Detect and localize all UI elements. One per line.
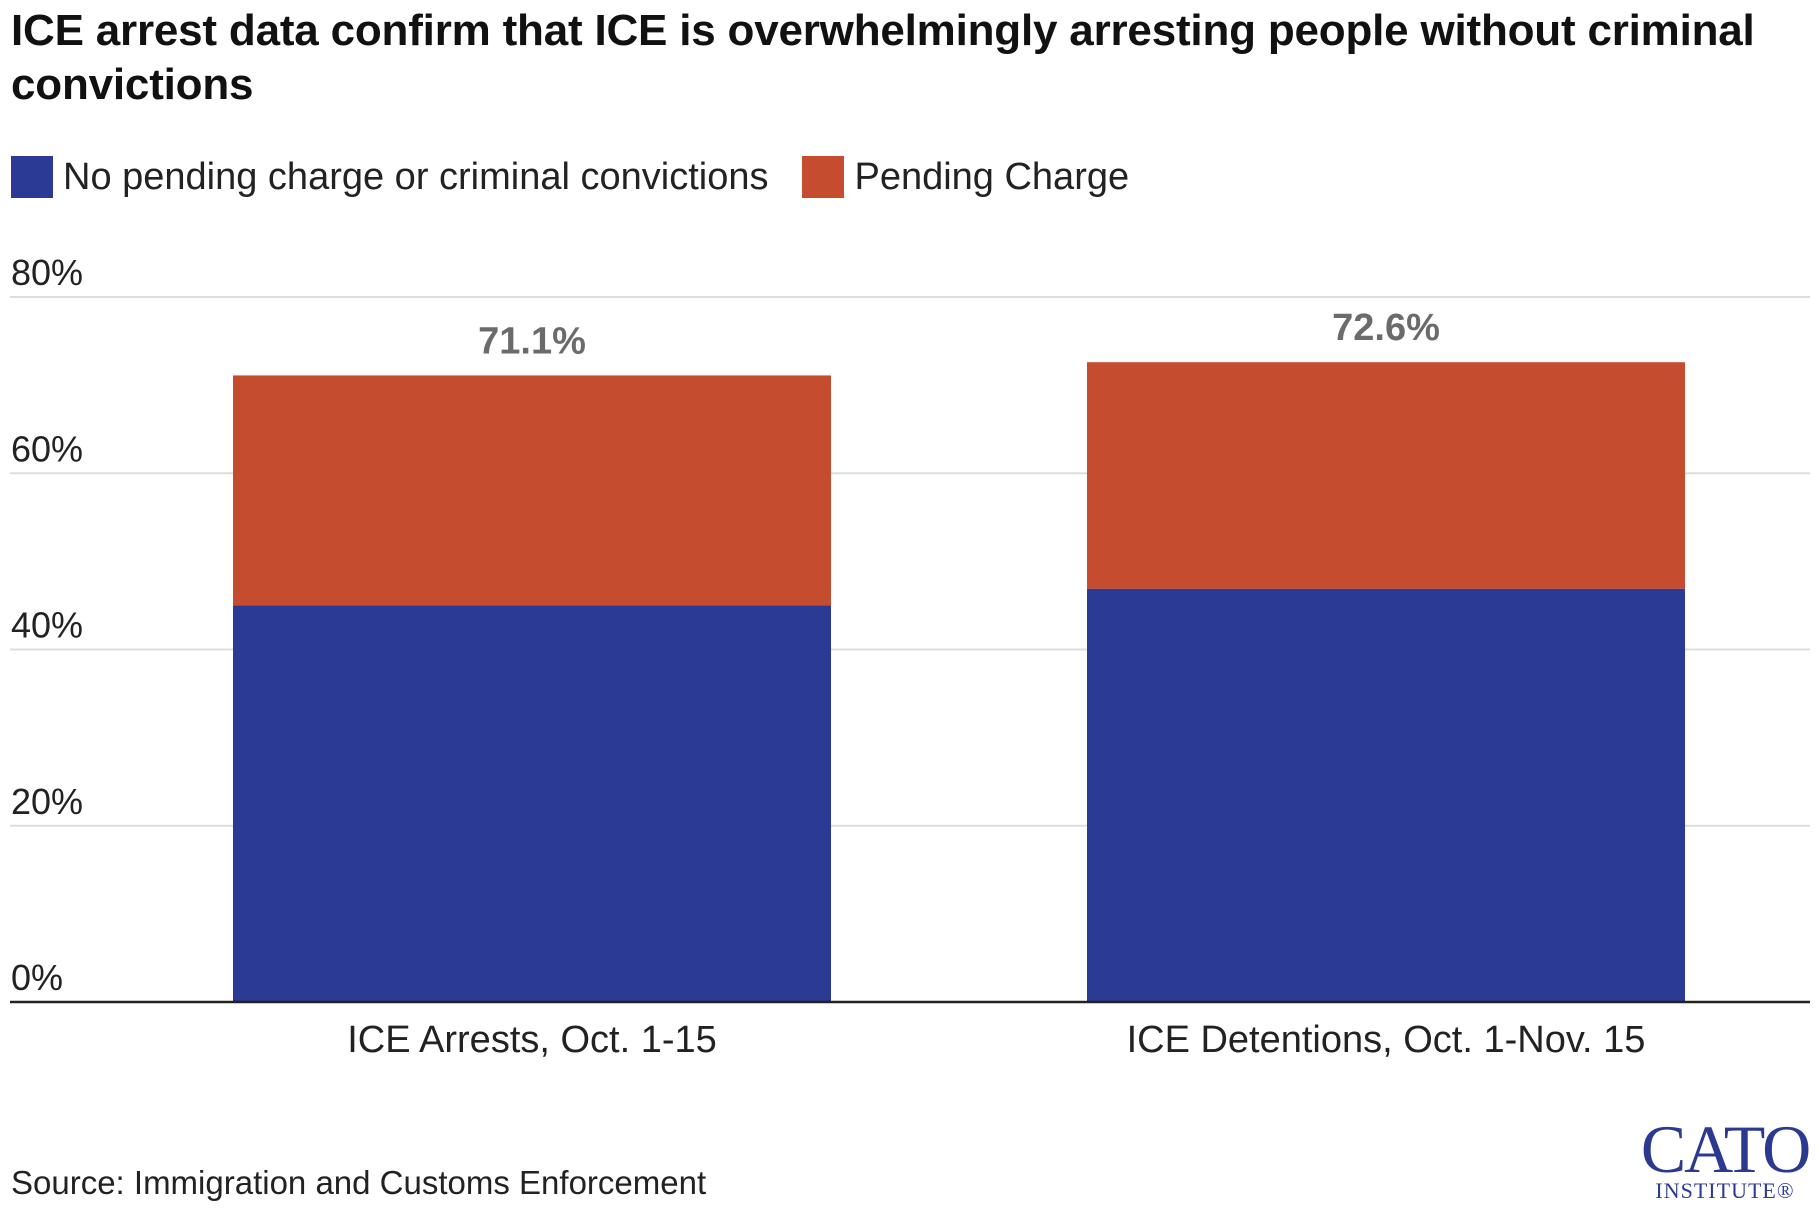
legend-swatch-no-charge [11,156,53,198]
y-tick-label-20: 20% [11,781,83,822]
source-note: Source: Immigration and Customs Enforcem… [11,1164,707,1201]
category-label-1: ICE Detentions, Oct. 1-Nov. 15 [1127,1019,1646,1061]
legend-swatch-pending [802,156,845,198]
total-label-1: 72.6% [1332,307,1440,349]
y-tick-label-80: 80% [11,252,83,293]
logo-wordmark: CATO [1640,1111,1811,1187]
logo-subtitle: INSTITUTE® [1655,1178,1795,1203]
y-tick-label-60: 60% [11,428,83,469]
legend: No pending charge or criminal conviction… [11,155,1163,199]
legend-item-no-charge: No pending charge or criminal conviction… [11,155,768,199]
chart-title: ICE arrest data confirm that ICE is over… [11,6,1755,109]
bar-pending-0 [233,375,831,606]
category-label-0: ICE Arrests, Oct. 1-15 [347,1019,717,1061]
bar-pending-1 [1087,362,1685,589]
legend-label-pending: Pending Charge [854,156,1130,198]
y-tick-label-40: 40% [11,605,83,646]
cato-institute-logo: CATO INSTITUTE® [1640,1111,1811,1203]
bar-no-charge-0 [233,605,831,1002]
y-tick-label-0: 0% [11,957,63,998]
legend-item-pending: Pending Charge [802,155,1129,199]
legend-label-no-charge: No pending charge or criminal conviction… [63,156,769,198]
total-label-0: 71.1% [478,320,586,362]
bar-no-charge-1 [1087,588,1685,1002]
